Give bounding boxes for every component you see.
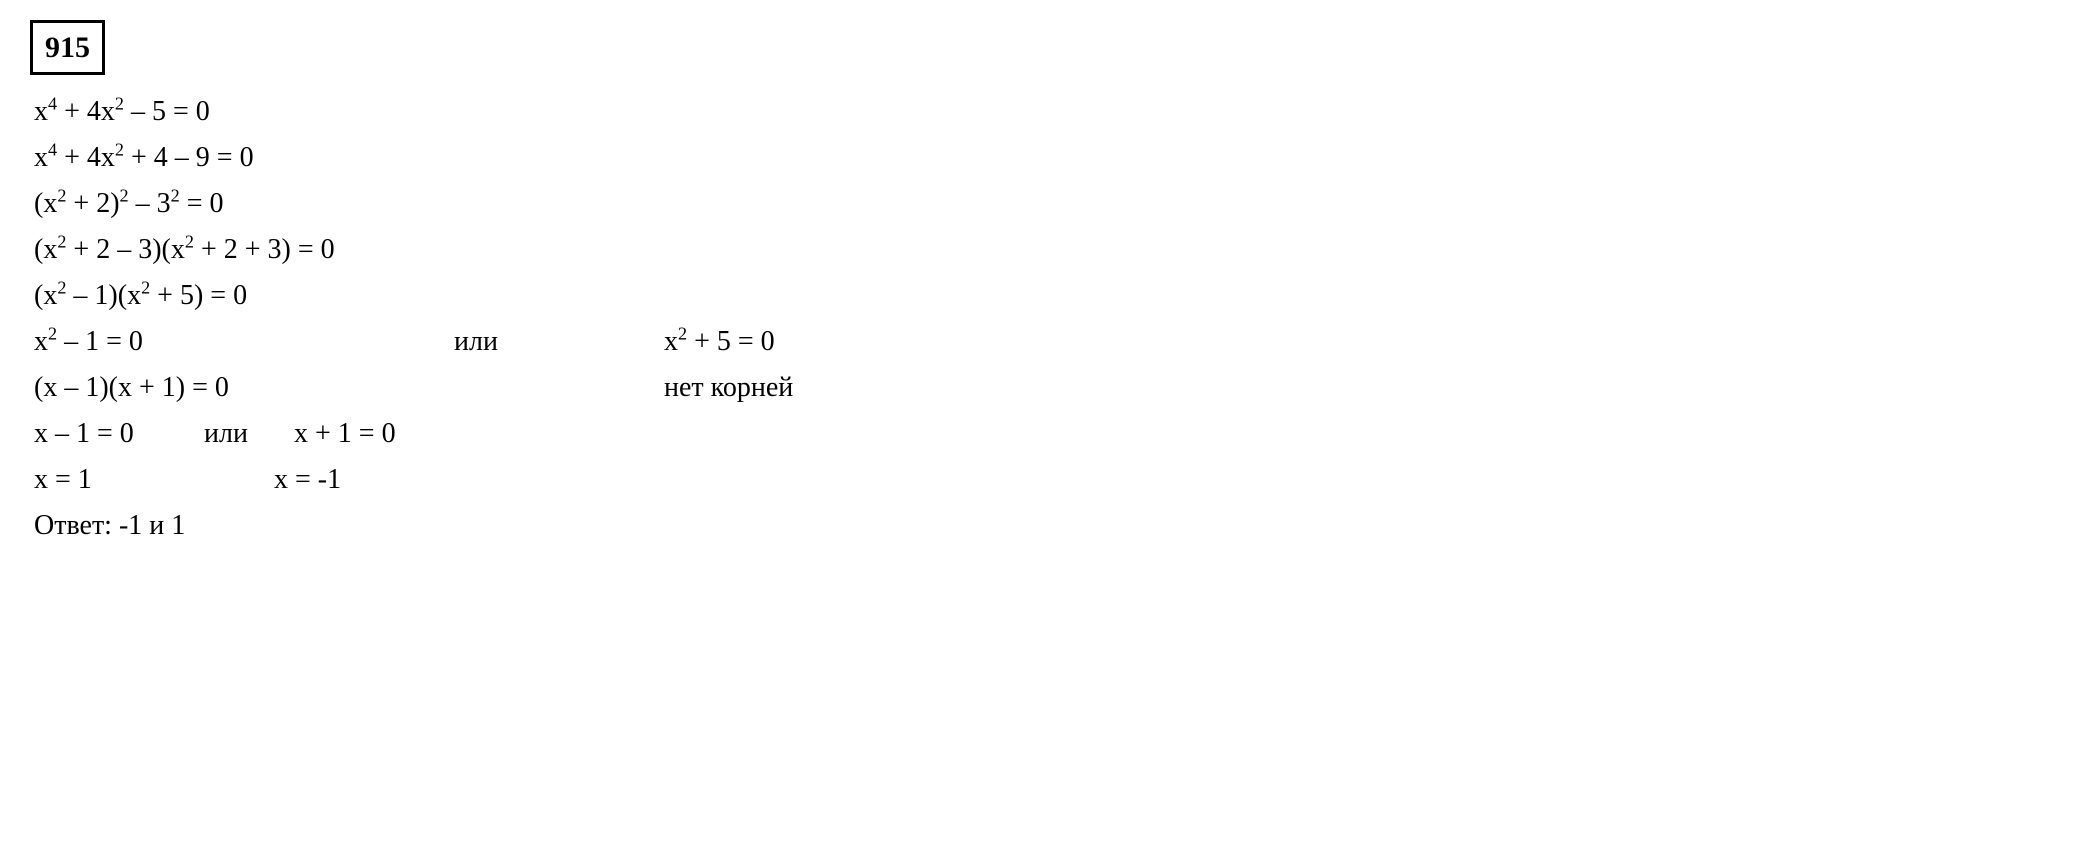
col-left: (x – 1)(x + 1) = 0 xyxy=(34,367,454,409)
eq-text: – 5 = 0 xyxy=(124,96,210,127)
or-text: или xyxy=(204,418,248,449)
eq-text: + 5) = 0 xyxy=(150,280,247,311)
eq-text: (x xyxy=(34,188,57,219)
col-mid xyxy=(454,367,664,409)
superscript: 2 xyxy=(171,186,180,206)
eq-text: + 5 = 0 xyxy=(687,326,775,357)
eq-text: x = 1 xyxy=(34,464,92,495)
eq-text: + 4x xyxy=(57,96,115,127)
superscript: 2 xyxy=(115,94,124,114)
eq-text: x – 1 = 0 xyxy=(34,418,134,449)
superscript: 2 xyxy=(48,324,57,344)
eq-text: x + 1 = 0 xyxy=(294,418,396,449)
eq-text: x xyxy=(664,326,678,357)
equation-line-2: x4 + 4x2 + 4 – 9 = 0 xyxy=(34,137,2052,179)
superscript: 4 xyxy=(48,140,57,160)
eq-text: x xyxy=(34,96,48,127)
superscript: 2 xyxy=(678,324,687,344)
equation-line-5: (x2 – 1)(x2 + 5) = 0 xyxy=(34,275,2052,317)
eq-text: (x – 1)(x + 1) = 0 xyxy=(34,372,229,403)
equation-line-1: x4 + 4x2 – 5 = 0 xyxy=(34,91,2052,133)
superscript: 4 xyxy=(48,94,57,114)
eq-text: + 2 + 3) = 0 xyxy=(194,234,335,265)
equation-line-7: (x – 1)(x + 1) = 0 нет корней xyxy=(34,367,2052,409)
eq-text: + 2 – 3)(x xyxy=(66,234,184,265)
superscript: 2 xyxy=(141,278,150,298)
split-cell: x – 1 = 0 xyxy=(34,413,204,455)
equation-line-8: x – 1 = 0 или x + 1 = 0 xyxy=(34,413,2052,455)
eq-text: – 1 = 0 xyxy=(57,326,143,357)
eq-text: x xyxy=(34,142,48,173)
eq-text: x xyxy=(34,326,48,357)
equation-line-6: x2 – 1 = 0 или x2 + 5 = 0 xyxy=(34,321,2052,363)
split-cell: x = 1 xyxy=(34,459,274,501)
eq-text: – 1)(x xyxy=(66,280,141,311)
answer-text: Ответ: -1 и 1 xyxy=(34,510,185,541)
equation-line-3: (x2 + 2)2 – 32 = 0 xyxy=(34,183,2052,225)
eq-text: – 3 xyxy=(129,188,171,219)
col-left: x2 – 1 = 0 xyxy=(34,321,454,363)
equation-line-9: x = 1 x = -1 xyxy=(34,459,2052,501)
eq-text: + 4x xyxy=(57,142,115,173)
split-cell: или xyxy=(204,413,294,455)
eq-text: + 2) xyxy=(66,188,119,219)
eq-text: (x xyxy=(34,280,57,311)
col-right: x2 + 5 = 0 xyxy=(664,321,2052,363)
col-mid: или xyxy=(454,321,664,363)
eq-text: = 0 xyxy=(180,188,224,219)
superscript: 2 xyxy=(115,140,124,160)
no-roots-text: нет корней xyxy=(664,372,793,403)
answer-line: Ответ: -1 и 1 xyxy=(34,505,2052,547)
eq-text: (x xyxy=(34,234,57,265)
eq-text: x = -1 xyxy=(274,464,341,495)
superscript: 2 xyxy=(120,186,129,206)
or-text: или xyxy=(454,326,498,357)
col-right: нет корней xyxy=(664,367,2052,409)
problem-number: 915 xyxy=(30,20,105,75)
superscript: 2 xyxy=(185,232,194,252)
eq-text: + 4 – 9 = 0 xyxy=(124,142,254,173)
equation-line-4: (x2 + 2 – 3)(x2 + 2 + 3) = 0 xyxy=(34,229,2052,271)
split-cell: x = -1 xyxy=(274,459,2052,501)
math-solution: x4 + 4x2 – 5 = 0 x4 + 4x2 + 4 – 9 = 0 (x… xyxy=(34,91,2052,547)
split-cell: x + 1 = 0 xyxy=(294,413,396,455)
